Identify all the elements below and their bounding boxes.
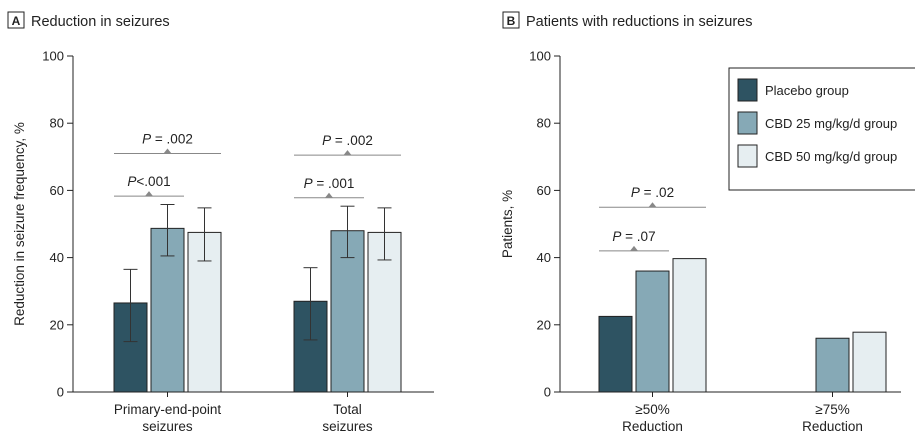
panel-b-bar-cbd50 — [852, 331, 887, 393]
panel-a-y-tick-label: 80 — [50, 116, 64, 131]
panel-b-category-label: Reduction — [802, 419, 863, 434]
panel-b-pvalue-marker — [630, 245, 638, 251]
panel-a-pvalue-label: P = .002 — [142, 131, 193, 146]
panel-a-y-tick-label: 40 — [50, 250, 64, 265]
panel-a-pvalue-marker — [145, 191, 153, 197]
legend-label-cbd25: CBD 25 mg/kg/d group — [765, 116, 897, 131]
panel-a-pvalue-marker — [163, 148, 172, 154]
panel-a-y-tick-label: 100 — [42, 49, 64, 64]
panel-a-pvalue-label: P = .002 — [322, 133, 373, 148]
panel-b-header: B Patients with reductions in seizures — [502, 11, 752, 30]
panel-b-category-label: Reduction — [622, 419, 683, 434]
panel-a-pvalue-label: P = .001 — [304, 176, 355, 191]
legend: Placebo group CBD 25 mg/kg/d group CBD 5… — [728, 67, 915, 191]
panel-a-category-label: seizures — [322, 419, 373, 434]
legend-label-cbd50: CBD 50 mg/kg/d group — [765, 149, 897, 164]
panel-b-bar-placebo — [598, 315, 633, 393]
panel-b-plot: 0 20 40 60 80 100 ≥50% Reduction ≥75% Reduction P … — [529, 49, 901, 434]
panel-a-y-axis-label: Reduction in seizure frequency, % — [12, 122, 27, 326]
legend-label-placebo: Placebo group — [765, 83, 849, 98]
panel-a-letter-box — [7, 11, 25, 29]
panel-b-y-axis-label: Patients, % — [500, 190, 515, 258]
panel-b-letter-box — [502, 11, 520, 29]
panel-b-pvalue-marker — [648, 202, 657, 208]
panel-b-y-tick-label: 60 — [537, 183, 551, 198]
panel-a-title: Reduction in seizures — [31, 14, 170, 30]
legend-swatch-placebo — [737, 78, 758, 102]
panel-b-y-tick-label: 100 — [529, 49, 551, 64]
panel-a-plot: 0 20 40 60 80 100 Primary-end-point seizures Tot… — [42, 49, 434, 434]
panel-b-y-tick-label: 20 — [537, 317, 551, 332]
legend-box — [728, 67, 915, 191]
panel-b-pvalue-label: P = .02 — [631, 185, 674, 200]
panel-a-pvalue-marker — [343, 150, 352, 156]
panel-b-y-tick-label: 40 — [537, 250, 551, 265]
panel-b-category-label: ≥75% — [815, 402, 849, 417]
panel-a-pvalue-marker — [325, 192, 333, 198]
panel-a-y-tick-label: 0 — [57, 385, 64, 400]
panel-a-category-label: seizures — [142, 419, 193, 434]
panel-b-y-tick-label: 80 — [537, 116, 551, 131]
legend-swatch-cbd25 — [737, 111, 758, 135]
panel-a-y-tick-label: 60 — [50, 183, 64, 198]
legend-swatch-cbd50 — [737, 144, 758, 168]
panel-b-bar-cbd50 — [672, 258, 707, 393]
panel-b-category-label: ≥50% — [635, 402, 669, 417]
panel-a-pvalue-label: P<.001 — [127, 174, 170, 189]
panel-a-letter: A — [12, 14, 21, 28]
panel-a-category-label: Total — [333, 402, 362, 417]
panel-a-header: A Reduction in seizures — [7, 11, 170, 30]
panel-b-bar-cbd25 — [635, 270, 670, 393]
panel-a-category-label: Primary-end-point — [114, 402, 222, 417]
panel-b-bar-cbd25 — [815, 337, 850, 393]
panel-b-title: Patients with reductions in seizures — [526, 14, 752, 30]
panel-b-pvalue-label: P = .07 — [612, 229, 655, 244]
panel-a-y-tick-label: 20 — [50, 317, 64, 332]
panel-b-y-tick-label: 0 — [544, 385, 551, 400]
panel-b-letter: B — [507, 14, 516, 28]
